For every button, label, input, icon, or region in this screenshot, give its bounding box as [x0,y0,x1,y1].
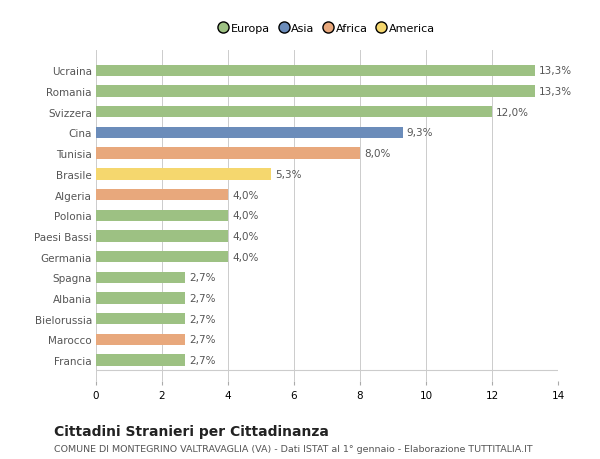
Text: COMUNE DI MONTEGRINO VALTRAVAGLIA (VA) - Dati ISTAT al 1° gennaio - Elaborazione: COMUNE DI MONTEGRINO VALTRAVAGLIA (VA) -… [54,444,533,453]
Text: 2,7%: 2,7% [189,273,215,283]
Bar [96,334,185,345]
Text: 2,7%: 2,7% [189,293,215,303]
Bar [96,272,185,283]
Text: 2,7%: 2,7% [189,355,215,365]
Text: 2,7%: 2,7% [189,314,215,324]
Bar [96,169,271,180]
Text: 9,3%: 9,3% [407,128,433,138]
Legend: Europa, Asia, Africa, America: Europa, Asia, Africa, America [214,20,440,39]
Text: 4,0%: 4,0% [232,252,259,262]
Text: 2,7%: 2,7% [189,335,215,345]
Text: 12,0%: 12,0% [496,107,529,118]
Text: 8,0%: 8,0% [364,149,391,159]
Bar [96,355,185,366]
Text: 4,0%: 4,0% [232,231,259,241]
Bar [96,107,492,118]
Text: 5,3%: 5,3% [275,169,301,179]
Bar [96,313,185,325]
Text: Cittadini Stranieri per Cittadinanza: Cittadini Stranieri per Cittadinanza [54,425,329,438]
Bar [96,66,535,77]
Bar [96,86,535,97]
Bar [96,190,228,201]
Bar [96,148,360,159]
Bar [96,231,228,242]
Text: 13,3%: 13,3% [539,87,572,97]
Text: 4,0%: 4,0% [232,190,259,200]
Bar [96,293,185,304]
Text: 4,0%: 4,0% [232,211,259,221]
Bar [96,210,228,221]
Bar [96,252,228,263]
Bar [96,128,403,139]
Text: 13,3%: 13,3% [539,66,572,76]
